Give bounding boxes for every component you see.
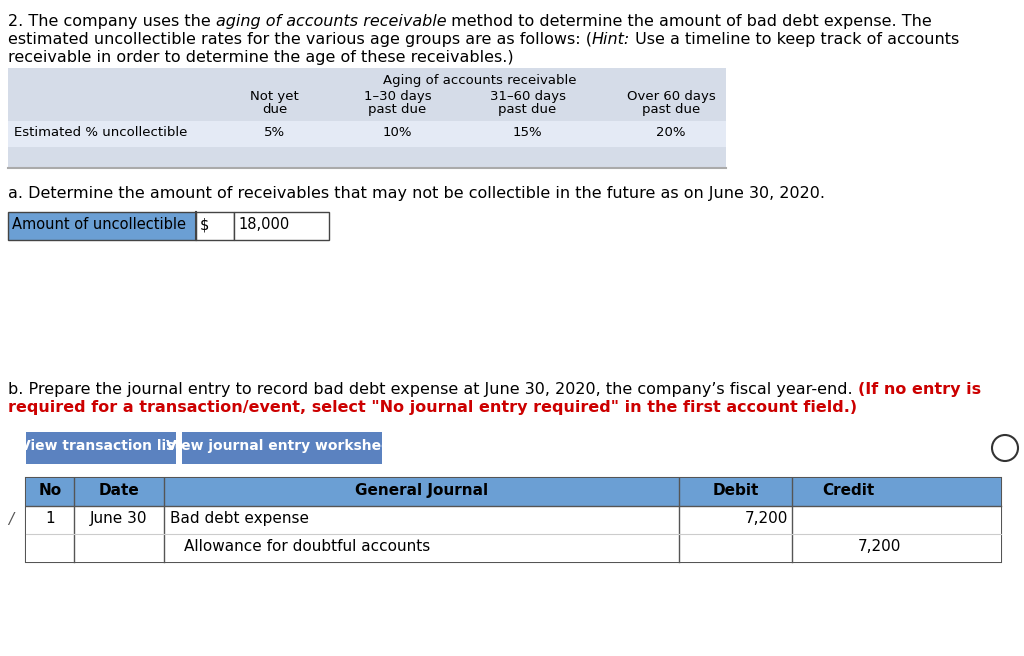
Bar [8, 121, 726, 147]
Text: 20%: 20% [656, 126, 686, 139]
Bar [182, 432, 382, 464]
Text: Use a timeline to keep track of accounts: Use a timeline to keep track of accounts [630, 32, 959, 47]
Bar [196, 212, 234, 240]
Text: past due: past due [369, 103, 427, 116]
Text: Date: Date [98, 483, 139, 498]
Bar [8, 212, 196, 240]
Text: View transaction list: View transaction list [20, 439, 181, 453]
Bar [26, 478, 1001, 562]
Text: View journal entry worksheet: View journal entry worksheet [166, 439, 397, 453]
Text: 1–30 days: 1–30 days [364, 90, 431, 103]
Text: 18,000: 18,000 [238, 217, 289, 232]
Text: Hint:: Hint: [592, 32, 630, 47]
Text: Aging of accounts receivable: Aging of accounts receivable [383, 74, 577, 87]
Bar [8, 68, 726, 168]
Text: receivable in order to determine the age of these receivables.): receivable in order to determine the age… [8, 50, 514, 65]
Text: /: / [8, 512, 13, 527]
Text: due: due [262, 103, 287, 116]
Text: Debit: Debit [713, 483, 759, 498]
Text: 1: 1 [45, 511, 55, 526]
Text: 15%: 15% [513, 126, 543, 139]
Text: 7,200: 7,200 [744, 511, 788, 526]
Text: a. Determine the amount of receivables that may not be collectible in the future: a. Determine the amount of receivables t… [8, 186, 825, 201]
Bar [26, 534, 1001, 562]
Text: past due: past due [499, 103, 557, 116]
Text: ×: × [997, 441, 1013, 459]
Circle shape [992, 435, 1018, 461]
Bar [234, 212, 329, 240]
Text: Amount of uncollectible: Amount of uncollectible [12, 217, 186, 232]
Text: No: No [39, 483, 61, 498]
Text: Over 60 days: Over 60 days [627, 90, 716, 103]
Text: method to determine the amount of bad debt expense. The: method to determine the amount of bad de… [446, 14, 932, 29]
Text: Allowance for doubtful accounts: Allowance for doubtful accounts [184, 539, 430, 554]
Text: b. Prepare the journal entry to record bad debt expense at June 30, 2020, the co: b. Prepare the journal entry to record b… [8, 382, 858, 397]
Text: June 30: June 30 [90, 511, 147, 526]
Text: 7,200: 7,200 [858, 539, 901, 554]
Text: General Journal: General Journal [355, 483, 488, 498]
Bar [26, 478, 1001, 506]
Text: 10%: 10% [383, 126, 413, 139]
Text: $: $ [200, 217, 209, 232]
Text: Bad debt expense: Bad debt expense [170, 511, 309, 526]
Bar [26, 432, 176, 464]
Bar [26, 506, 1001, 534]
Text: past due: past due [642, 103, 700, 116]
Text: required for a transaction/event, select "No journal entry required" in the firs: required for a transaction/event, select… [8, 400, 857, 415]
Text: 31–60 days: 31–60 days [489, 90, 565, 103]
Text: estimated uncollectible rates for the various age groups are as follows: (: estimated uncollectible rates for the va… [8, 32, 592, 47]
Text: Estimated % uncollectible: Estimated % uncollectible [14, 126, 187, 139]
Text: 2. The company uses the: 2. The company uses the [8, 14, 216, 29]
Text: aging of accounts receivable: aging of accounts receivable [216, 14, 446, 29]
Text: Credit: Credit [822, 483, 874, 498]
Text: 5%: 5% [264, 126, 285, 139]
Text: (If no entry is: (If no entry is [858, 382, 981, 397]
Text: Not yet: Not yet [250, 90, 299, 103]
